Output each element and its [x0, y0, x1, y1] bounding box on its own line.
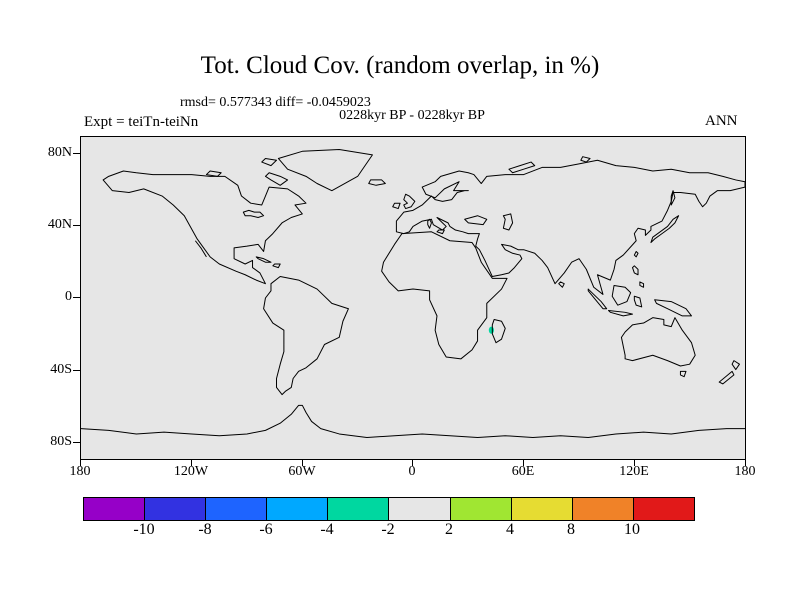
- lat-axis-label: 80S: [50, 434, 72, 449]
- axis-tick: [73, 297, 80, 298]
- lat-axis-label: 0: [65, 289, 72, 304]
- colorbar-label: -8: [198, 521, 212, 538]
- coastline-ireland: [393, 203, 400, 208]
- lon-axis-label: 120W: [173, 464, 209, 479]
- world-map-svg: [81, 137, 745, 459]
- axis-tick: [73, 225, 80, 226]
- colorbar-label: 8: [567, 521, 575, 538]
- colorbar-label: 4: [506, 521, 514, 538]
- colorbar-cell: [511, 498, 573, 520]
- lon-axis-label: 180: [734, 464, 756, 479]
- lon-axis-label: 0: [408, 464, 416, 479]
- axis-tick: [745, 460, 746, 466]
- colorbar-cell: [572, 498, 634, 520]
- colorbar-cell: [389, 498, 451, 520]
- coastline-new-guinea: [655, 300, 692, 316]
- coastline-baja-california: [195, 241, 206, 257]
- colorbar-cell: [328, 498, 390, 520]
- coastline-antarctica: [81, 405, 745, 437]
- experiment-label: Expt = teiTn-teiNn: [84, 114, 199, 130]
- coastline-ellesmere-island: [262, 158, 277, 165]
- coastline-africa: [382, 232, 507, 359]
- coastline-japan: [651, 216, 679, 243]
- lon-axis-label: 120E: [619, 464, 649, 479]
- coastline-eurasia: [396, 160, 745, 294]
- coastline-borneo: [612, 285, 630, 305]
- coastline-greenland: [278, 150, 372, 191]
- colorbar-label: 10: [624, 521, 640, 538]
- coastline-madagascar: [492, 319, 505, 342]
- colorbar: [83, 497, 695, 521]
- coastline-severnaya-zemlya: [581, 157, 590, 162]
- lon-axis-label: 180: [69, 464, 91, 479]
- axis-tick: [73, 442, 80, 443]
- lon-axis-label: 60E: [511, 464, 535, 479]
- axis-tick: [412, 460, 413, 466]
- coastline-tasmania: [680, 371, 686, 376]
- colorbar-cell: [145, 498, 207, 520]
- colorbar-label: -2: [381, 521, 395, 538]
- colorbar-label: -4: [320, 521, 334, 538]
- colorbar-label: -10: [133, 521, 155, 538]
- colorbar-label: 2: [445, 521, 453, 538]
- coastline-sri-lanka: [559, 282, 565, 287]
- colorbar-cell: [206, 498, 268, 520]
- coastline-mindanao: [640, 282, 644, 287]
- coastline-iceland: [369, 180, 386, 185]
- coastline-australia: [621, 318, 695, 366]
- coastline-new-zealand-north: [732, 361, 739, 370]
- axis-tick: [80, 460, 81, 466]
- plot-title: Tot. Cloud Cov. (random overlap, in %): [200, 52, 600, 79]
- coastline-black-sea: [465, 216, 487, 225]
- coastline-victoria-island: [206, 171, 221, 176]
- colorbar-cell: [84, 498, 146, 520]
- anomaly-dot-madagascar: [488, 326, 494, 334]
- coastline-great-lakes: [243, 210, 263, 217]
- coastline-sulawesi: [634, 296, 641, 307]
- colorbar-label: -6: [259, 521, 273, 538]
- coastline-south-america: [264, 277, 349, 395]
- lon-axis-label: 60W: [288, 464, 316, 479]
- coastline-caspian-sea: [503, 214, 512, 230]
- lat-axis-label: 40S: [50, 362, 72, 377]
- lat-axis-label: 40N: [47, 217, 72, 232]
- coastline-java: [609, 311, 633, 316]
- season-label: ANN: [705, 113, 738, 129]
- coastline-baffin-island: [265, 173, 287, 186]
- coastline-luzon: [632, 266, 638, 275]
- coastline-new-zealand-south: [719, 371, 734, 384]
- colorbar-cell: [633, 498, 694, 520]
- axis-tick: [73, 153, 80, 154]
- coastline-taiwan: [634, 251, 638, 256]
- coastline-sicily: [437, 230, 444, 234]
- map-frame: [80, 136, 746, 460]
- coastline-cuba: [256, 257, 271, 262]
- lat-axis-label: 80N: [47, 145, 72, 160]
- colorbar-cell: [450, 498, 512, 520]
- axis-tick: [634, 460, 635, 466]
- axis-tick: [191, 460, 192, 466]
- coastline-great-britain: [404, 194, 415, 208]
- coastline-novaya-zemlya: [509, 162, 535, 173]
- coastline-sakhalin: [671, 191, 675, 205]
- coastline-sumatra: [588, 289, 606, 309]
- stats-line: rmsd= 0.577343 diff= -0.0459023: [180, 95, 371, 110]
- coastline-sardinia: [428, 219, 432, 228]
- axis-tick: [302, 460, 303, 466]
- period-line: 0228kyr BP - 0228kyr BP: [339, 108, 485, 123]
- anomaly-patch-south-pacific: [122, 309, 207, 341]
- coastline-hispaniola: [273, 264, 280, 268]
- coastline-north-america: [103, 171, 306, 284]
- axis-tick: [73, 370, 80, 371]
- colorbar-cell: [267, 498, 329, 520]
- axis-tick: [523, 460, 524, 466]
